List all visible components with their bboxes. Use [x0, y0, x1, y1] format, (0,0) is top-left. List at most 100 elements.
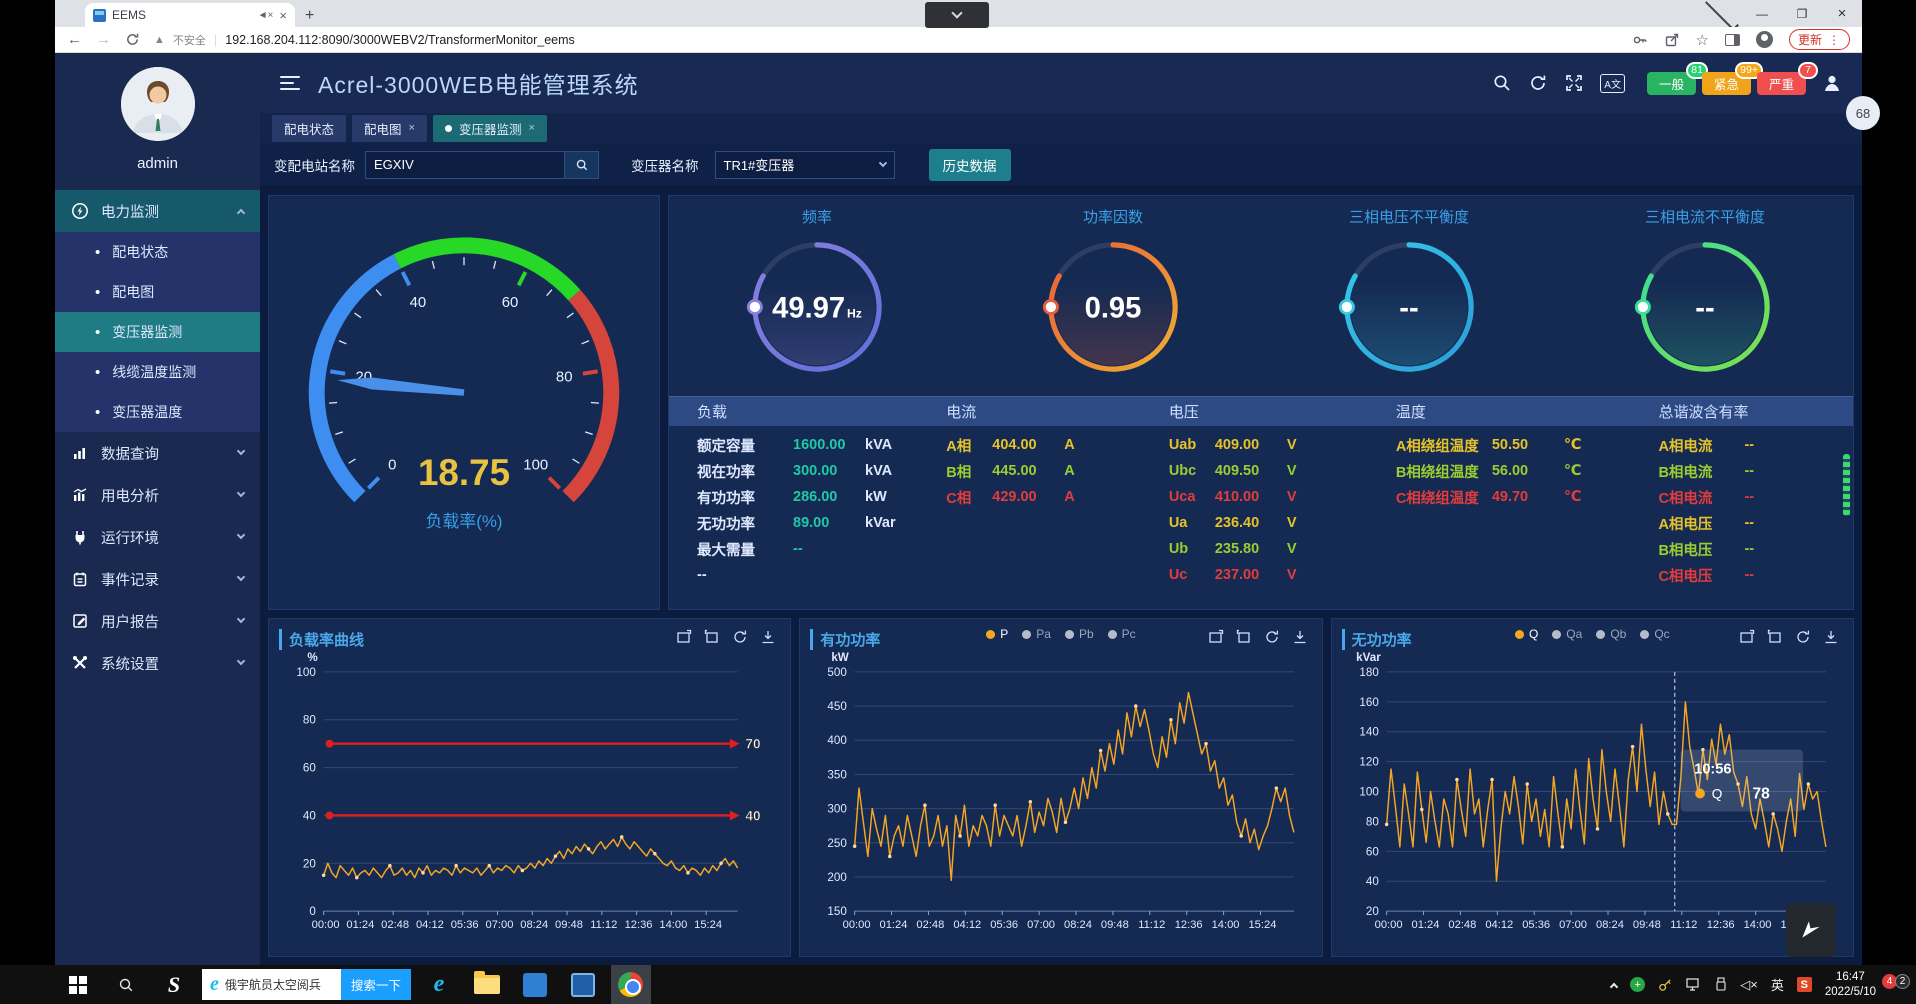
file-explorer-icon[interactable] [467, 965, 507, 1004]
back-button[interactable]: ← [67, 31, 82, 48]
chip-close-icon[interactable]: × [409, 122, 415, 134]
user-icon[interactable] [1822, 73, 1842, 93]
legend-item[interactable]: Pb [1065, 627, 1094, 641]
station-name-input[interactable] [365, 151, 565, 179]
window-minimize-button[interactable]: — [1742, 7, 1782, 21]
taskbar-search-widget[interactable]: e 俄宇航员太空阅兵 搜索一下 [202, 969, 411, 1000]
bookmark-star-icon[interactable]: ☆ [1696, 31, 1709, 49]
sidebar-item-5[interactable]: 用户报告 [55, 600, 260, 642]
tray-expand-chevron[interactable] [1610, 982, 1618, 990]
forward-button[interactable]: → [96, 31, 111, 48]
app-icon[interactable] [563, 965, 603, 1004]
window-close-button[interactable]: × [1822, 5, 1862, 22]
legend-item[interactable]: P [986, 627, 1008, 641]
app-icon[interactable] [515, 965, 555, 1004]
tab-search-chevron-icon[interactable] [1702, 7, 1742, 21]
legend-item[interactable]: Pc [1108, 627, 1136, 641]
start-button[interactable] [58, 965, 98, 1004]
ime-language-indicator[interactable]: 英 [1771, 975, 1784, 994]
browser-update-button[interactable]: 更新⋮ [1789, 29, 1850, 50]
tab-muted-speaker-icon[interactable]: ◄× [258, 10, 274, 21]
window-restore-button[interactable]: ❐ [1782, 7, 1822, 21]
zoom-reset-icon[interactable] [1236, 629, 1252, 645]
share-icon[interactable] [1664, 32, 1680, 48]
tab-close-icon[interactable]: × [279, 8, 287, 23]
legend-dot-icon [1596, 630, 1605, 639]
sougou-tray-icon[interactable]: S [1797, 977, 1812, 992]
zoom-reset-icon[interactable] [704, 629, 720, 645]
sidebar-subitem[interactable]: •变压器监测 [55, 312, 260, 352]
chart-refresh-icon[interactable] [1264, 629, 1280, 645]
page-chip[interactable]: 配电图× [352, 115, 427, 142]
network-tray-icon[interactable] [1686, 978, 1702, 992]
input-method-logo-icon[interactable]: S [154, 965, 194, 1004]
fullscreen-icon[interactable] [1564, 73, 1584, 93]
translate-icon[interactable]: A文 [1600, 74, 1625, 93]
sidebar-item-2[interactable]: 用电分析 [55, 474, 260, 516]
history-data-button[interactable]: 历史数据 [929, 149, 1011, 181]
browser-tab[interactable]: EEMS ◄× × [85, 3, 295, 27]
browser-profile-avatar[interactable] [1756, 31, 1773, 48]
sidebar-subitem[interactable]: •变压器温度 [55, 392, 260, 432]
slide-nav-button[interactable] [1786, 903, 1836, 957]
station-search-button[interactable] [565, 151, 599, 179]
sidebar-subitem[interactable]: •线缆温度监测 [55, 352, 260, 392]
page-chip[interactable]: 变压器监测× [433, 115, 547, 142]
search-widget-button[interactable]: 搜索一下 [341, 969, 411, 1000]
internet-explorer-icon[interactable]: e [419, 965, 459, 1004]
reactive-power-chart[interactable]: 20406080100120140160180kVar00:0001:2402:… [1340, 650, 1845, 949]
tray-key-icon[interactable] [1658, 977, 1673, 992]
refresh-icon[interactable] [1528, 73, 1548, 93]
sidebar-subitem[interactable]: •配电状态 [55, 232, 260, 272]
side-panel-icon[interactable] [1725, 34, 1740, 46]
table-row: Uc237.00V [1169, 562, 1368, 588]
chart-refresh-icon[interactable] [732, 629, 748, 645]
sidebar-item-4[interactable]: 事件记录 [55, 558, 260, 600]
user-avatar[interactable] [121, 67, 195, 141]
chip-close-icon[interactable]: × [528, 122, 534, 134]
chart-refresh-icon[interactable] [1795, 629, 1811, 645]
settings-icon [71, 654, 89, 672]
password-key-icon[interactable] [1632, 32, 1648, 48]
volume-muted-icon[interactable]: ◁× [1740, 977, 1758, 993]
sidebar-subitem[interactable]: •配电图 [55, 272, 260, 312]
sidebar-item-1[interactable]: 数据查询 [55, 432, 260, 474]
transformer-select[interactable]: TR1#变压器 [715, 151, 895, 179]
new-tab-button[interactable]: + [305, 7, 314, 27]
legend-item[interactable]: Qb [1596, 627, 1626, 641]
floating-badge[interactable]: 68 [1846, 96, 1880, 130]
legend-item[interactable]: Qa [1552, 627, 1582, 641]
legend-item[interactable]: Q [1515, 627, 1538, 641]
url-box[interactable]: ▲ 不安全 | 192.168.204.112:8090/3000WEBV2/T… [154, 32, 575, 48]
svg-text:400: 400 [828, 733, 848, 747]
legend-item[interactable]: Pa [1022, 627, 1051, 641]
taskbar-clock[interactable]: 16:47 2022/5/10 [1825, 970, 1876, 1000]
screenshare-collapse-button[interactable] [925, 2, 989, 28]
chart-download-icon[interactable] [1292, 629, 1308, 645]
taskbar-search-icon[interactable] [106, 965, 146, 1004]
chrome-icon[interactable] [611, 965, 651, 1004]
usb-tray-icon[interactable] [1715, 977, 1727, 992]
sidebar-item-3[interactable]: 运行环境 [55, 516, 260, 558]
url-divider: | [214, 32, 217, 47]
alarm-badge[interactable]: 紧急99+ [1702, 72, 1751, 95]
chart-download-icon[interactable] [760, 629, 776, 645]
load-rate-chart[interactable]: 020406080100%00:0001:2402:4804:1205:3607… [277, 650, 782, 949]
legend-item[interactable]: Qc [1640, 627, 1669, 641]
active-power-chart[interactable]: 150200250300350400450500kW00:0001:2402:4… [808, 650, 1313, 949]
alarm-badge[interactable]: 一般81 [1647, 72, 1696, 95]
alarm-badge[interactable]: 严重7 [1757, 72, 1806, 95]
antivirus-tray-icon[interactable]: + [1630, 977, 1645, 992]
zoom-select-icon[interactable] [676, 629, 692, 645]
menu-toggle-icon[interactable] [280, 72, 300, 94]
zoom-reset-icon[interactable] [1767, 629, 1783, 645]
sidebar-item-6[interactable]: 系统设置 [55, 642, 260, 684]
page-chip[interactable]: 配电状态 [272, 115, 346, 142]
reload-icon[interactable] [125, 32, 140, 47]
sidebar-item-0[interactable]: 电力监测 [55, 190, 260, 232]
zoom-select-icon[interactable] [1739, 629, 1755, 645]
chart-download-icon[interactable] [1823, 629, 1839, 645]
table-scrollbar[interactable] [1843, 454, 1850, 516]
search-icon[interactable] [1492, 73, 1512, 93]
zoom-select-icon[interactable] [1208, 629, 1224, 645]
